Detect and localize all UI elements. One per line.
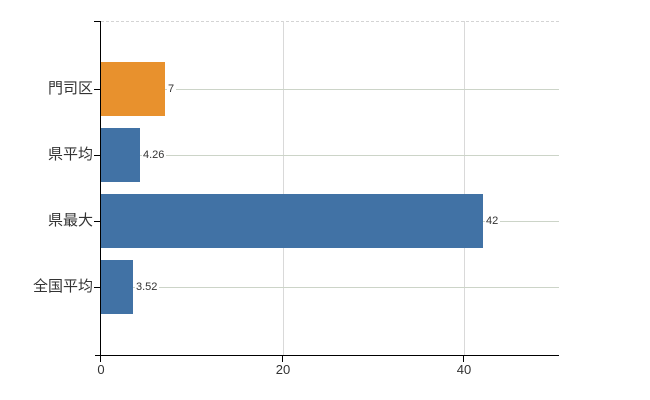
category-label-0: 門司区 [47,80,93,97]
x-axis-line [95,355,559,356]
x-tick-0 [100,356,101,362]
x-tick-label-20: 20 [275,362,291,377]
y-axis-line [100,21,101,355]
y-axis-top-tick [94,21,100,22]
v-gridline-40 [464,21,465,355]
x-tick-40 [463,356,464,362]
h-gridline [101,155,559,156]
value-label-3: 3.52 [135,281,160,294]
y-tick [94,287,100,288]
category-label-2: 県最大 [47,212,93,229]
x-tick-label-40: 40 [456,362,472,377]
bar-1 [101,128,140,182]
value-label-0: 7 [167,83,177,96]
bar-3 [101,260,133,314]
v-gridline-20 [283,21,284,355]
value-label-1: 4.26 [142,149,167,162]
plot-top-border [101,21,559,22]
y-tick [94,155,100,156]
y-tick [94,89,100,90]
category-label-1: 県平均 [47,146,93,163]
bar-2 [101,194,483,248]
h-gridline [101,89,559,90]
x-tick-label-0: 0 [97,362,105,377]
x-tick-20 [282,356,283,362]
value-label-2: 42 [485,215,501,228]
y-tick [94,221,100,222]
category-label-3: 全国平均 [32,278,93,295]
h-gridline [101,287,559,288]
bar-0 [101,62,165,116]
